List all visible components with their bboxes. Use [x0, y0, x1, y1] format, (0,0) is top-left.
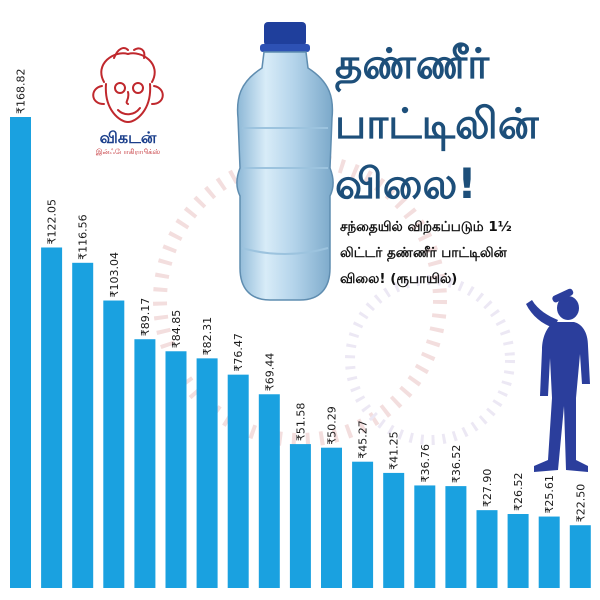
bar-value-label: ₹51.58 [294, 403, 307, 442]
brand-name: விகடன் [99, 128, 157, 147]
vikatan-logo-icon [92, 47, 164, 124]
bar-7 [196, 358, 218, 588]
bar-value-label: ₹82.31 [201, 317, 214, 356]
background-circle [345, 275, 515, 445]
brand-tagline: இன்ஃபோகிராபிக்ஸ் [95, 148, 161, 156]
chart-subtitle: சந்தையில் விற்கப்படும் 1½ லிட்டர் தண்ணீர… [340, 214, 596, 292]
bar-value-label: ₹84.85 [170, 310, 183, 349]
bar-value-label: ₹27.90 [481, 469, 494, 508]
bar-11 [321, 447, 342, 588]
bar-value-label: ₹36.52 [450, 445, 463, 484]
bar-14 [414, 485, 436, 588]
bar-value-label: ₹122.05 [46, 199, 59, 245]
bar-13 [383, 472, 405, 588]
title-line: பாட்டிலின் [335, 99, 539, 148]
bar-value-label: ₹50.29 [326, 406, 339, 445]
bar-value-label: ₹22.50 [574, 484, 587, 523]
subtitle-line: சந்தையில் விற்கப்படும் 1½ [340, 219, 512, 235]
bar-6 [165, 351, 187, 588]
bar-15 [445, 486, 467, 588]
subtitle-line: விலை! (ரூபாயில்) [340, 271, 458, 287]
bar-2 [41, 247, 63, 588]
bar-value-label: ₹25.61 [543, 475, 556, 514]
chart-title: தண்ணீர் பாட்டிலின் விலை! [335, 34, 585, 214]
bar-8 [227, 374, 249, 588]
bar-value-label: ₹36.76 [419, 444, 432, 483]
title-line: விலை! [335, 159, 477, 208]
bar-18 [538, 516, 560, 588]
bar-value-label: ₹45.27 [357, 420, 370, 459]
bar-5 [134, 339, 156, 588]
drinking-person-icon [526, 288, 590, 472]
bar-3 [72, 262, 94, 588]
bar-12 [352, 461, 374, 588]
bar-10 [289, 444, 311, 588]
bar-9 [258, 394, 280, 588]
water-bottle-icon [236, 22, 334, 301]
vikatan-logo: விகடன் இன்ஃபோகிராபிக்ஸ் [84, 44, 172, 168]
bar-19 [569, 525, 591, 588]
bar-value-label: ₹76.47 [232, 333, 245, 372]
bar-value-label: ₹41.25 [388, 431, 401, 470]
bar-1 [10, 117, 31, 588]
bar-value-label: ₹26.52 [512, 473, 525, 512]
bar-17 [507, 514, 529, 588]
subtitle-line: லிட்டர் தண்ணீர் பாட்டிலின் [340, 245, 507, 261]
bar-value-label: ₹89.17 [139, 298, 152, 337]
bar-16 [476, 510, 498, 588]
bar-4 [103, 300, 125, 588]
bar-value-label: ₹103.04 [108, 252, 121, 298]
bar-value-label: ₹168.82 [15, 69, 28, 115]
title-line: தண்ணீர் [335, 39, 490, 88]
bar-value-label: ₹69.44 [263, 353, 276, 392]
bar-value-label: ₹116.56 [77, 214, 90, 260]
